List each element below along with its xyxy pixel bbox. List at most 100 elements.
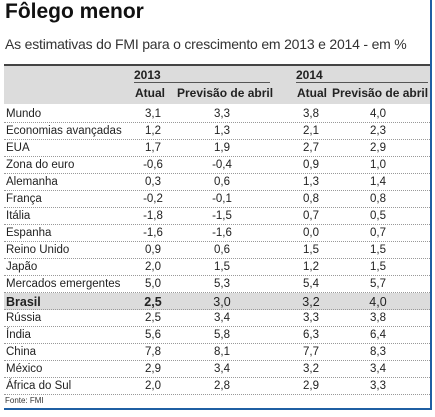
- table-row: Zona do euro -0,6 -0,4 0,9 1,0: [4, 157, 430, 174]
- cell-value: 2,9: [303, 380, 319, 392]
- cell-value: 7,8: [145, 346, 161, 358]
- cell-value: 3,3: [214, 108, 230, 120]
- cell-value: 3,4: [214, 312, 230, 324]
- column-header: Atual: [135, 86, 165, 100]
- cell-value: 0,6: [214, 176, 230, 188]
- subtitle: As estimativas do FMI para o crescimento…: [5, 36, 407, 52]
- table-row: Mundo 3,1 3,3 3,8 4,0: [4, 106, 430, 123]
- row-label: Mundo: [6, 108, 42, 120]
- row-label: Mercados emergentes: [6, 278, 121, 290]
- border: [4, 408, 432, 410]
- cell-value: 0,8: [303, 193, 319, 205]
- column-header: Atual: [297, 86, 327, 100]
- table-row: Economias avançadas 1,2 1,3 2,1 2,3: [4, 123, 430, 140]
- cell-value: 0,9: [145, 244, 161, 256]
- cell-value: 2,0: [145, 380, 161, 392]
- cell-value: -0,2: [143, 193, 163, 205]
- table-row: Brasil 2,5 3,0 3,2 4,0: [4, 293, 430, 310]
- cell-value: 2,9: [370, 142, 386, 154]
- cell-value: 4,0: [370, 108, 386, 120]
- cell-value: 3,3: [303, 312, 319, 324]
- cell-value: 5,3: [214, 278, 230, 290]
- source: Fonte: FMI: [5, 396, 44, 405]
- cell-value: -1,6: [212, 227, 232, 239]
- cell-value: 5,8: [214, 329, 230, 341]
- cell-value: -0,1: [212, 193, 232, 205]
- table-row: Índia 5,6 5,8 6,3 6,4: [4, 327, 430, 344]
- cell-value: 1,3: [214, 125, 230, 137]
- row-label: Rússia: [6, 312, 42, 324]
- row-label: África do Sul: [6, 380, 72, 392]
- cell-value: -1,6: [143, 227, 163, 239]
- table-row: Itália -1,8 -1,5 0,7 0,5: [4, 208, 430, 225]
- cell-value: 1,0: [370, 159, 386, 171]
- year-rule: [134, 82, 270, 83]
- cell-value: 2,7: [303, 142, 319, 154]
- row-label: Japão: [6, 261, 38, 273]
- cell-value: 2,5: [145, 312, 161, 324]
- cell-value: 6,4: [370, 329, 386, 341]
- cell-value: 3,4: [370, 363, 386, 375]
- cell-value: 5,0: [145, 278, 161, 290]
- cell-value: 2,8: [214, 380, 230, 392]
- cell-value: 3,3: [370, 380, 386, 392]
- cell-value: 0,5: [370, 210, 386, 222]
- table-row: Alemanha 0,3 0,6 1,3 1,4: [4, 174, 430, 191]
- cell-value: 3,0: [213, 295, 231, 309]
- title: Fôlego menor: [5, 0, 144, 23]
- cell-value: 8,1: [214, 346, 230, 358]
- cell-value: 5,4: [303, 278, 319, 290]
- cell-value: 1,3: [303, 176, 319, 188]
- table-row: Rússia 2,5 3,4 3,3 3,8: [4, 310, 430, 327]
- year-header: 2014: [296, 68, 323, 82]
- cell-value: -1,8: [143, 210, 163, 222]
- year-header: 2013: [134, 68, 161, 82]
- table-row: África do Sul 2,0 2,8 2,9 3,3: [4, 378, 430, 395]
- row-label: Zona do euro: [6, 159, 75, 171]
- row-label: Itália: [6, 210, 31, 222]
- row-label: França: [6, 193, 42, 205]
- cell-value: 0,9: [303, 159, 319, 171]
- row-label: China: [6, 346, 37, 358]
- row-label: Economias avançadas: [6, 125, 122, 137]
- table-row: Japão 2,0 1,5 1,2 1,5: [4, 259, 430, 276]
- row-label: Reino Unido: [6, 244, 70, 256]
- cell-value: 1,4: [370, 176, 386, 188]
- cell-value: 8,3: [370, 346, 386, 358]
- cell-value: 0,7: [370, 227, 386, 239]
- row-label: Índia: [6, 329, 31, 341]
- table-row: Espanha -1,6 -1,6 0,0 0,7: [4, 225, 430, 242]
- row-label: Alemanha: [6, 176, 58, 188]
- cell-value: 1,9: [214, 142, 230, 154]
- cell-value: 5,7: [370, 278, 386, 290]
- cell-value: 1,2: [303, 261, 319, 273]
- cell-value: 1,7: [145, 142, 161, 154]
- cell-value: 3,8: [303, 108, 319, 120]
- cell-value: 1,5: [214, 261, 230, 273]
- cell-value: 0,7: [303, 210, 319, 222]
- year-rule: [296, 82, 428, 83]
- cell-value: 2,3: [370, 125, 386, 137]
- cell-value: 1,5: [303, 244, 319, 256]
- cell-value: 2,9: [145, 363, 161, 375]
- cell-value: -0,6: [143, 159, 163, 171]
- cell-value: 1,2: [145, 125, 161, 137]
- header-band: [4, 64, 430, 104]
- cell-value: 7,7: [303, 346, 319, 358]
- cell-value: 3,2: [303, 363, 319, 375]
- table-row: México 2,9 3,4 3,2 3,4: [4, 361, 430, 378]
- cell-value: 0,3: [145, 176, 161, 188]
- cell-value: 3,8: [370, 312, 386, 324]
- row-label: México: [6, 363, 43, 375]
- cell-value: 4,0: [369, 295, 387, 309]
- table-row: Mercados emergentes 5,0 5,3 5,4 5,7: [4, 276, 430, 293]
- cell-value: 0,6: [214, 244, 230, 256]
- cell-value: 2,5: [144, 295, 162, 309]
- cell-value: 3,1: [145, 108, 161, 120]
- table-row: França -0,2 -0,1 0,8 0,8: [4, 191, 430, 208]
- row-label: Espanha: [6, 227, 52, 239]
- table-row: China 7,8 8,1 7,7 8,3: [4, 344, 430, 361]
- table-row: Reino Unido 0,9 0,6 1,5 1,5: [4, 242, 430, 259]
- cell-value: -0,4: [212, 159, 232, 171]
